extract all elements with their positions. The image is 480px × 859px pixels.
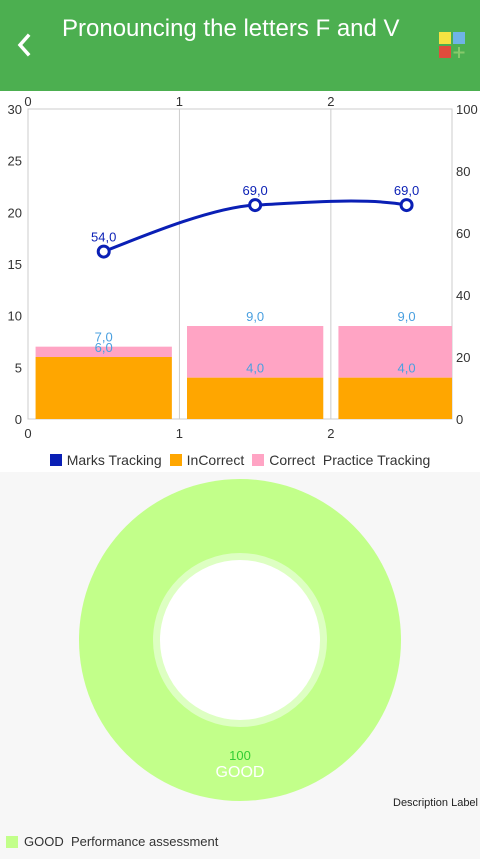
right-y-tick: 0 xyxy=(456,412,463,427)
legend-swatch-correct xyxy=(252,454,265,466)
right-y-tick: 20 xyxy=(456,350,470,365)
chevron-left-icon xyxy=(17,33,31,57)
bar-total-label: 7,0 xyxy=(95,330,113,345)
left-y-tick: 10 xyxy=(8,309,22,324)
left-y-tick: 25 xyxy=(8,154,22,169)
legend-swatch-marks xyxy=(49,454,62,466)
page-title: Pronouncing the letters F and V xyxy=(62,15,400,42)
marks-point-label: 54,0 xyxy=(91,230,116,245)
performance-donut-area: 100 GOOD xyxy=(0,472,480,854)
marks-point xyxy=(399,198,414,213)
left-y-tick: 0 xyxy=(15,412,22,427)
marks-point xyxy=(248,198,263,213)
x-tick-top: 0 xyxy=(24,94,31,109)
right-y-tick: 60 xyxy=(456,226,470,241)
legend-correct: Correct Practice Tracking xyxy=(252,452,430,468)
apps-button[interactable] xyxy=(437,30,467,60)
left-y-tick: 20 xyxy=(8,205,22,220)
color-grid-apps-icon xyxy=(439,32,465,58)
bar-incorrect xyxy=(35,357,172,419)
donut-legend: GOOD Performance assessment xyxy=(6,834,218,849)
left-y-tick: 15 xyxy=(8,257,22,272)
legend-label-correct: Correct Practice Tracking xyxy=(269,452,431,468)
app-bar: Pronouncing the letters F and V xyxy=(0,0,480,91)
performance-donut: 100 GOOD xyxy=(79,479,401,801)
x-tick-bottom: 0 xyxy=(24,426,31,441)
bar-total-label: 9,0 xyxy=(246,309,264,324)
legend-label-marks: Marks Tracking xyxy=(66,452,162,468)
x-tick-bottom: 2 xyxy=(327,426,334,441)
legend-label-incorrect: InCorrect xyxy=(186,452,245,468)
bar-incorrect xyxy=(187,377,324,419)
legend-incorrect: InCorrect xyxy=(169,452,245,468)
bar-incorrect xyxy=(338,377,452,419)
bar-incorrect-label: 6,0 xyxy=(95,340,113,355)
x-tick-top: 2 xyxy=(327,94,334,109)
marks-point-label: 69,0 xyxy=(242,183,267,198)
right-y-tick: 80 xyxy=(456,164,470,179)
bar-correct xyxy=(35,346,172,357)
x-tick-top: 1 xyxy=(176,94,183,109)
left-y-tick: 30 xyxy=(8,102,22,117)
right-y-tick: 40 xyxy=(456,288,470,303)
donut-hole xyxy=(160,560,320,720)
left-y-tick: 5 xyxy=(15,360,22,375)
marks-point xyxy=(96,244,111,259)
legend-marks: Marks Tracking xyxy=(49,452,162,468)
bar-incorrect-label: 4,0 xyxy=(398,361,416,376)
legend-swatch-incorrect xyxy=(169,454,182,466)
description-label: Description Label xyxy=(393,797,478,809)
x-tick-bottom: 1 xyxy=(176,426,183,441)
donut-value: 100 xyxy=(229,748,251,763)
chart-svg: 0011220510152025300204060801007,06,09,04… xyxy=(8,94,478,441)
right-y-tick: 100 xyxy=(456,102,478,117)
donut-label: GOOD xyxy=(216,764,265,781)
bar-correct xyxy=(338,326,452,378)
bar-total-label: 9,0 xyxy=(398,309,416,324)
marks-point-label: 69,0 xyxy=(394,183,419,198)
bar-incorrect-label: 4,0 xyxy=(246,361,264,376)
combined-chart: 0 0 1 1 2 2 0 5 10 15 20 25 30 0 20 40 60 80 100 7,0 6,0 9,0 4… xyxy=(0,91,480,472)
donut-legend-swatch xyxy=(6,835,18,848)
back-button[interactable] xyxy=(12,28,40,62)
donut-legend-label: GOOD Performance assessment xyxy=(24,834,219,849)
chart-legend: Marks Tracking InCorrect Correct Practic… xyxy=(0,450,480,470)
bar-correct xyxy=(187,326,324,378)
